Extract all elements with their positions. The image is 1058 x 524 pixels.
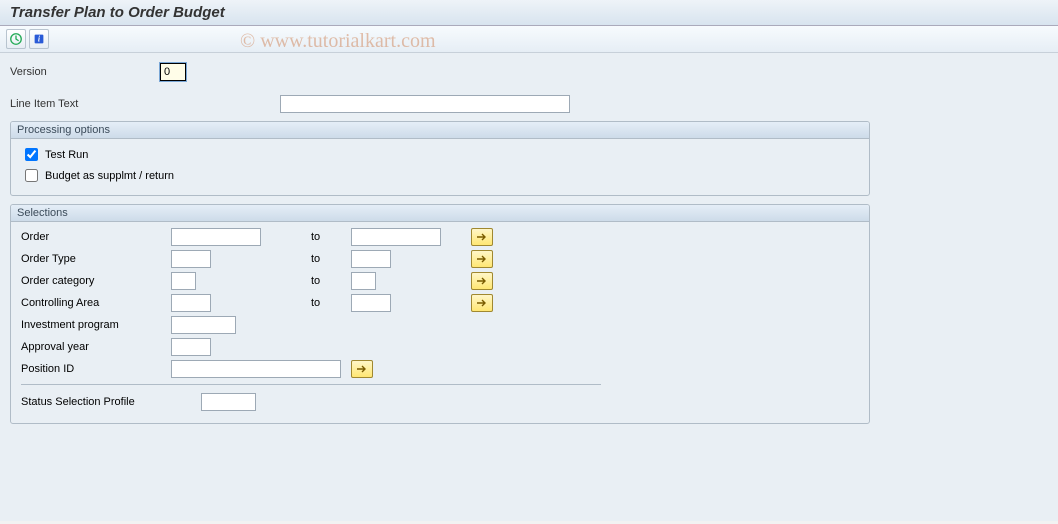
status-profile-row: Status Selection Profile — [21, 393, 859, 411]
version-label: Version — [10, 66, 160, 78]
execute-button[interactable] — [6, 29, 26, 49]
order-multi-button[interactable] — [471, 228, 493, 246]
controlling-area-to-input[interactable] — [351, 294, 391, 312]
budget-supp-checkbox[interactable] — [25, 169, 38, 182]
order-category-to-input[interactable] — [351, 272, 376, 290]
order-from-input[interactable] — [171, 228, 261, 246]
page-title: Transfer Plan to Order Budget — [10, 4, 225, 21]
order-type-from-input[interactable] — [171, 250, 211, 268]
controlling-area-label: Controlling Area — [21, 297, 171, 309]
order-category-from-input[interactable] — [171, 272, 196, 290]
investment-program-row: Investment program — [21, 316, 859, 334]
test-run-row: Test Run — [21, 145, 859, 164]
budget-supp-label: Budget as supplmt / return — [45, 170, 174, 182]
approval-year-row: Approval year — [21, 338, 859, 356]
budget-supp-row: Budget as supplmt / return — [21, 166, 859, 185]
title-bar: Transfer Plan to Order Budget — [0, 0, 1058, 26]
test-run-label: Test Run — [45, 149, 88, 161]
order-category-label: Order category — [21, 275, 171, 287]
investment-program-input[interactable] — [171, 316, 236, 334]
position-id-row: Position ID — [21, 360, 859, 378]
selections-divider — [21, 384, 601, 385]
order-category-multi-button[interactable] — [471, 272, 493, 290]
order-type-row: Order Type to — [21, 250, 859, 268]
controlling-area-to-label: to — [291, 297, 351, 309]
order-category-to-label: to — [291, 275, 351, 287]
investment-program-label: Investment program — [21, 319, 171, 331]
position-id-input[interactable] — [171, 360, 341, 378]
position-id-label: Position ID — [21, 363, 171, 375]
approval-year-input[interactable] — [171, 338, 211, 356]
line-item-label: Line Item Text — [10, 98, 280, 110]
processing-options-title: Processing options — [11, 122, 869, 139]
line-item-row: Line Item Text — [10, 95, 1048, 113]
order-type-multi-button[interactable] — [471, 250, 493, 268]
controlling-area-row: Controlling Area to — [21, 294, 859, 312]
approval-year-label: Approval year — [21, 341, 171, 353]
version-row: Version — [10, 63, 1048, 81]
controlling-area-from-input[interactable] — [171, 294, 211, 312]
selections-title: Selections — [11, 205, 869, 222]
order-row: Order to — [21, 228, 859, 246]
order-type-to-label: to — [291, 253, 351, 265]
processing-options-panel: Processing options Test Run Budget as su… — [10, 121, 870, 196]
order-to-input[interactable] — [351, 228, 441, 246]
content-area: Version Line Item Text Processing option… — [0, 53, 1058, 521]
line-item-input[interactable] — [280, 95, 570, 113]
test-run-checkbox[interactable] — [25, 148, 38, 161]
order-type-label: Order Type — [21, 253, 171, 265]
controlling-area-multi-button[interactable] — [471, 294, 493, 312]
position-id-multi-button[interactable] — [351, 360, 373, 378]
order-label: Order — [21, 231, 171, 243]
info-button[interactable]: i — [29, 29, 49, 49]
status-profile-label: Status Selection Profile — [21, 396, 201, 408]
order-to-label: to — [291, 231, 351, 243]
version-input[interactable] — [160, 63, 186, 81]
status-profile-input[interactable] — [201, 393, 256, 411]
order-category-row: Order category to — [21, 272, 859, 290]
toolbar: i — [0, 26, 1058, 53]
order-type-to-input[interactable] — [351, 250, 391, 268]
selections-panel: Selections Order to Order Type to — [10, 204, 870, 424]
